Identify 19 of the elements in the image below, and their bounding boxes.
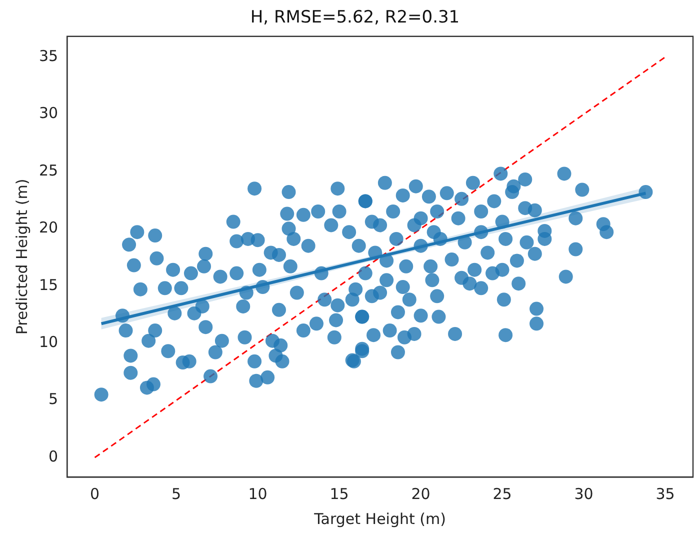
y-tick-label: 0 <box>48 447 58 466</box>
y-tick-label: 10 <box>38 332 58 351</box>
y-axis-title: Predicted Height (m) <box>12 178 31 335</box>
y-tick-label: 20 <box>38 218 58 237</box>
chart-title: H, RMSE=5.62, R2=0.31 <box>250 8 460 28</box>
y-tick-label: 15 <box>38 276 58 294</box>
x-tick-label: 5 <box>172 484 182 503</box>
y-tick-label: 5 <box>48 390 58 408</box>
x-tick-label: 20 <box>411 484 430 503</box>
y-tick-label: 25 <box>38 161 58 180</box>
x-axis-title: Target Height (m) <box>313 510 446 528</box>
x-tick-label: 0 <box>90 484 100 503</box>
x-tick-label: 15 <box>330 484 349 503</box>
x-tick-label: 35 <box>656 484 675 503</box>
x-tick-label: 10 <box>248 484 268 503</box>
y-tick-label: 35 <box>38 46 58 65</box>
x-tick-label: 30 <box>574 484 594 503</box>
x-tick-label: 25 <box>492 484 512 503</box>
y-tick-label: 30 <box>38 104 58 122</box>
